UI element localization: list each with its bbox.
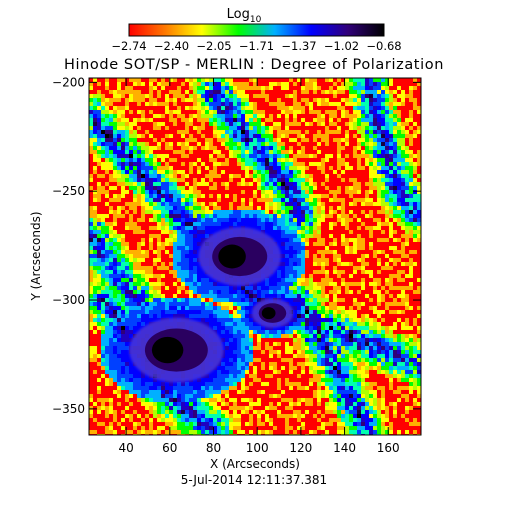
colorbar-tick-label: −1.37 [281,39,316,53]
timestamp: 5-Jul-2014 12:11:37.381 [181,473,327,487]
y-tick-label: −200 [52,75,85,89]
heatmap-image [89,78,421,435]
y-axis-ticks: −200 −250 −300 −350 [52,75,421,416]
colorbar [128,23,385,37]
colorbar-label: Log10 [227,7,262,25]
sunspot-core [151,336,184,364]
x-tick-label: 80 [206,441,221,455]
chart-title: Hinode SOT/SP - MERLIN : Degree of Polar… [64,57,444,73]
colorbar-tick-label: −2.74 [111,39,146,53]
x-tick-label: 60 [162,441,177,455]
y-tick-label: −250 [52,184,85,198]
colorbar-tick-label: −2.40 [154,39,189,53]
x-tick-label: 160 [377,441,400,455]
colorbar-ticks: −2.74 −2.40 −2.05 −1.71 −1.37 −1.02 −0.68 [111,39,401,53]
sunspot-core [218,244,246,269]
y-tick-label: −350 [52,402,85,416]
plot-frame [88,77,422,436]
y-tick-label: −300 [52,293,85,307]
colorbar-tick-label: −2.05 [196,39,231,53]
colorbar-tick-label: −1.71 [239,39,274,53]
x-tick-label: 140 [333,441,356,455]
colorbar-tick-label: −0.68 [366,39,401,53]
y-axis-label: Y (Arcseconds) [29,211,43,301]
colorbar-tick-label: −1.02 [324,39,359,53]
x-axis-label: X (Arcseconds) [210,457,300,471]
x-axis-ticks: 40 60 80 100 120 140 160 [118,78,400,455]
x-tick-label: 100 [246,441,269,455]
x-tick-label: 40 [118,441,133,455]
x-tick-label: 120 [289,441,312,455]
sunspot-core [261,307,276,320]
